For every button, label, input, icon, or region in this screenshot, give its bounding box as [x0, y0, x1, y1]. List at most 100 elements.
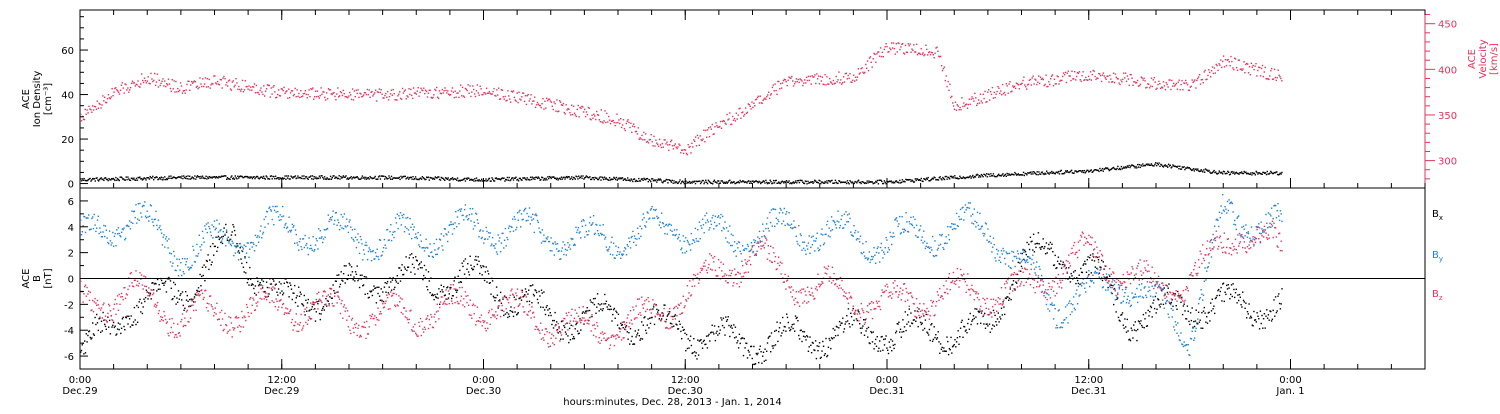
- density-point: [1209, 171, 1211, 173]
- velocity-point: [478, 94, 480, 96]
- density-point: [936, 179, 939, 181]
- bx-point: [613, 307, 616, 310]
- density-point: [1133, 165, 1135, 168]
- velocity-point: [568, 108, 570, 110]
- density-point: [280, 177, 282, 180]
- velocity-point: [1136, 81, 1138, 84]
- velocity-point: [976, 102, 979, 105]
- bx-point: [443, 286, 445, 288]
- bx-point: [291, 298, 293, 301]
- density-point: [797, 179, 800, 182]
- velocity-point: [1204, 69, 1206, 72]
- bx-point: [1028, 248, 1031, 251]
- velocity-point: [480, 88, 482, 90]
- density-point: [781, 180, 783, 182]
- bx-point: [1189, 323, 1191, 326]
- velocity-point: [85, 113, 87, 115]
- bx-point: [1281, 288, 1283, 290]
- density-point: [951, 177, 953, 179]
- density-point: [1067, 171, 1069, 173]
- velocity-point: [958, 109, 960, 111]
- by-point: [243, 244, 245, 246]
- bx-point: [616, 324, 619, 326]
- by-point: [656, 215, 658, 218]
- bx-point: [346, 278, 349, 281]
- by-point: [516, 226, 518, 229]
- velocity-point: [777, 80, 779, 83]
- density-point: [430, 177, 432, 179]
- by-point: [595, 223, 597, 226]
- velocity-point: [686, 153, 688, 156]
- bx-point: [876, 336, 878, 338]
- bx-point: [309, 309, 311, 311]
- bx-point: [780, 335, 782, 337]
- density-point: [1132, 165, 1135, 167]
- bx-point: [341, 279, 343, 281]
- density-point: [911, 179, 913, 181]
- velocity-point: [555, 110, 557, 112]
- by-point: [265, 210, 268, 213]
- density-point: [1155, 164, 1158, 167]
- velocity-point: [1211, 66, 1214, 68]
- density-point: [1176, 166, 1178, 168]
- velocity-point: [611, 120, 614, 122]
- by-point: [520, 226, 522, 228]
- velocity-point: [484, 92, 486, 94]
- bx-point: [580, 329, 582, 331]
- bx-point: [84, 352, 87, 354]
- density-point: [460, 179, 462, 181]
- bx-point: [521, 289, 523, 292]
- bx-point: [1193, 325, 1196, 328]
- bx-point: [215, 236, 217, 238]
- velocity-point: [799, 78, 801, 80]
- velocity-point: [832, 79, 835, 82]
- density-point: [477, 180, 479, 182]
- density-point: [148, 178, 151, 180]
- by-point: [190, 267, 192, 269]
- density-point: [645, 178, 647, 181]
- bx-point: [554, 311, 556, 314]
- density-point: [1187, 167, 1189, 169]
- by-point: [193, 261, 196, 263]
- velocity-point: [1230, 55, 1232, 58]
- velocity-point: [792, 85, 795, 87]
- density-point: [515, 176, 517, 178]
- bx-point: [485, 266, 487, 268]
- by-point: [487, 232, 490, 234]
- bx-point: [788, 327, 790, 329]
- density-point: [383, 175, 385, 177]
- by-point: [312, 236, 314, 238]
- velocity-point: [424, 92, 426, 95]
- velocity-point: [926, 48, 928, 51]
- bx-point: [969, 312, 971, 315]
- bx-point: [794, 315, 797, 317]
- velocity-point: [977, 99, 980, 101]
- bx-point: [821, 350, 823, 352]
- bx-point: [936, 337, 939, 339]
- velocity-point: [849, 73, 851, 75]
- by-point: [255, 245, 257, 247]
- by-point: [533, 231, 535, 234]
- bx-point: [378, 286, 380, 288]
- velocity-point: [610, 120, 613, 122]
- velocity-point: [828, 83, 830, 85]
- bx-point: [806, 336, 809, 338]
- by-point: [295, 233, 297, 236]
- by-point: [334, 219, 336, 222]
- density-point: [1001, 174, 1003, 176]
- by-point: [347, 231, 350, 234]
- bx-point: [888, 341, 890, 343]
- velocity-point: [232, 80, 234, 82]
- density-point: [1026, 174, 1028, 176]
- bx-point: [1012, 283, 1014, 286]
- density-point: [1022, 171, 1025, 174]
- density-point: [317, 177, 319, 179]
- velocity-point: [122, 87, 124, 89]
- density-point: [1245, 171, 1247, 173]
- bx-point: [555, 324, 557, 326]
- velocity-point: [541, 103, 543, 105]
- bx-point: [495, 286, 498, 288]
- by-point: [380, 255, 382, 257]
- by-point: [293, 225, 295, 227]
- bx-point: [1230, 293, 1232, 296]
